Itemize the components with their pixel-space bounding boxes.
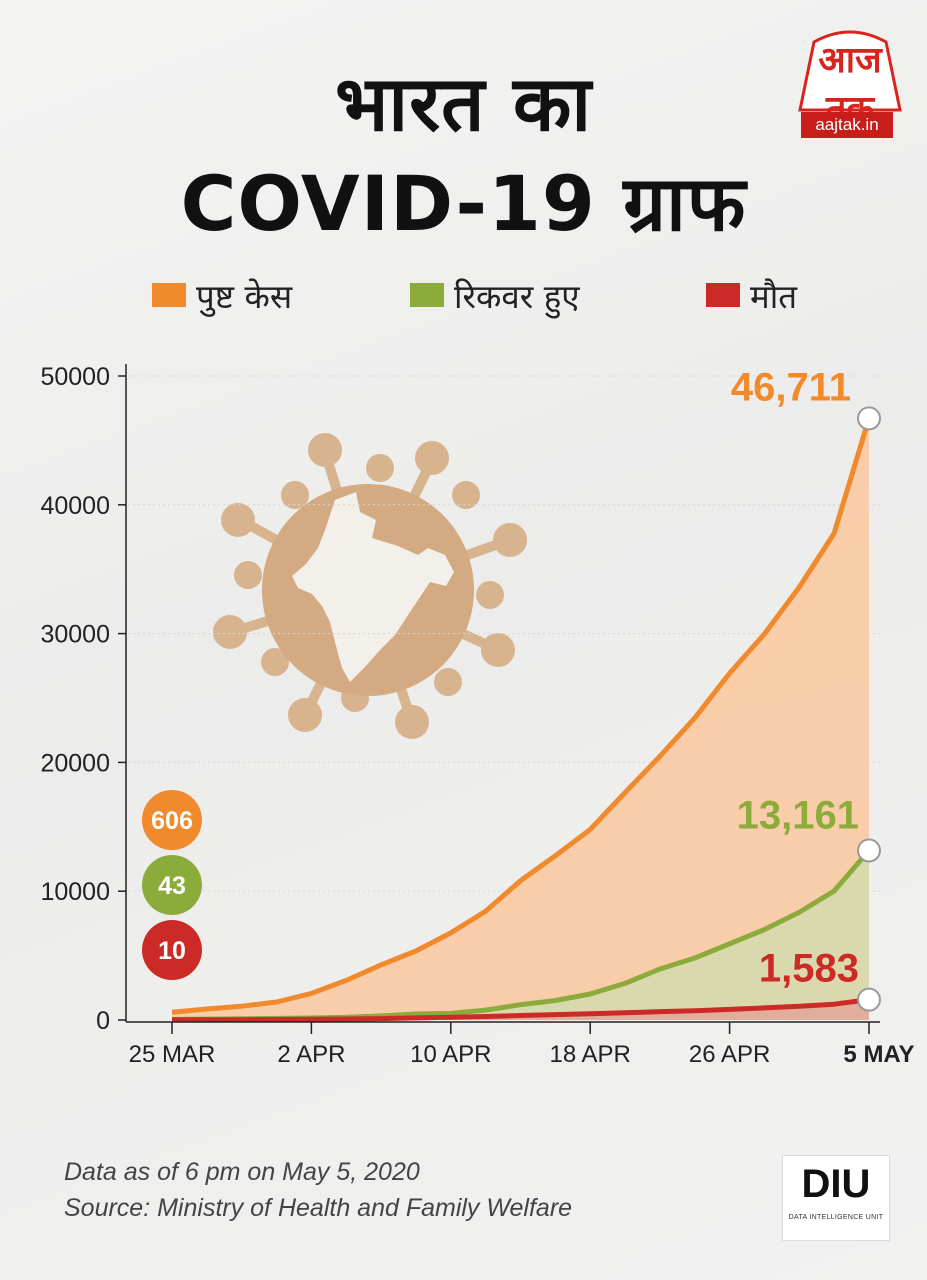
end-value-label: 46,711 <box>731 365 851 409</box>
series-line-0 <box>171 417 872 1015</box>
start-badge-circle <box>142 855 202 915</box>
legend: पुष्ट केस रिकवर हुए मौत <box>0 272 927 318</box>
y-tick-label: 10000 <box>40 878 110 906</box>
legend-swatch-deaths <box>706 283 740 307</box>
x-tick-label: 18 APR <box>550 1041 631 1068</box>
start-value-badges: 606 43 10 <box>142 790 202 980</box>
chart-title-line-2: COVID-19 ग्राफ <box>180 159 747 248</box>
logo-mark-icon <box>798 30 902 112</box>
x-tick-label: 10 APR <box>410 1041 491 1068</box>
end-value-label: 13,161 <box>737 793 859 837</box>
legend-swatch-confirmed <box>152 283 186 307</box>
end-value-markers: 46,711 13,161 1,583 <box>731 365 881 1012</box>
diu-logo-subtitle: DATA INTELLIGENCE UNIT <box>788 1214 884 1221</box>
start-badge-label: 10 <box>158 937 186 965</box>
end-marker <box>857 987 881 1012</box>
india-map-icon <box>292 492 454 682</box>
diu-logo-text: DIU <box>801 1162 871 1206</box>
legend-label-recovered: रिकवर हुए <box>454 276 580 316</box>
legend-item-recovered: रिकवर हुए <box>410 272 580 318</box>
start-badge-label: 43 <box>158 872 186 900</box>
footer-source: Source: Ministry of Health and Family We… <box>64 1194 573 1222</box>
legend-label-confirmed: पुष्ट केस <box>196 276 293 316</box>
diu-logo: DIU DATA INTELLIGENCE UNIT <box>782 1155 890 1241</box>
series-areas <box>172 418 869 1020</box>
x-axis-ticks: 25 MAR 2 APR 10 APR 18 APR 26 APR 5 MAY <box>129 1022 915 1068</box>
y-tick-label: 30000 <box>40 621 110 649</box>
aajtak-logo: आज तक aajtak.in <box>796 30 904 142</box>
chart: 50000 40000 30000 20000 10000 0 25 MAR 2 APR 10… <box>40 363 915 1068</box>
x-tick-label: 25 MAR <box>129 1041 216 1068</box>
start-badge-circle <box>142 790 202 850</box>
start-badge-circle <box>142 920 202 980</box>
y-tick-label: 50000 <box>40 363 110 391</box>
footer-data-note: Data as of 6 pm on May 5, 2020 <box>64 1158 420 1186</box>
x-tick-label: 5 MAY <box>843 1041 914 1068</box>
y-axis-ticks: 50000 40000 30000 20000 10000 0 <box>40 363 126 1035</box>
series-area-1 <box>172 850 869 1020</box>
legend-item-deaths: मौत <box>706 272 797 318</box>
x-tick-label: 26 APR <box>689 1041 770 1068</box>
y-tick-label: 20000 <box>40 749 110 777</box>
y-tick-label: 40000 <box>40 492 110 520</box>
legend-item-confirmed: पुष्ट केस <box>152 272 292 318</box>
logo-url: aajtak.in <box>801 112 893 138</box>
series-lines <box>171 417 872 1023</box>
start-badge-label: 606 <box>151 807 193 835</box>
series-area-0 <box>172 418 869 1020</box>
series-area-2 <box>172 999 869 1020</box>
series-line-2 <box>171 997 870 1023</box>
chart-title-line-1: भारत का <box>334 59 593 148</box>
legend-label-deaths: मौत <box>750 276 798 316</box>
x-tick-label: 2 APR <box>277 1041 345 1068</box>
end-marker <box>857 406 881 431</box>
end-marker <box>857 838 881 863</box>
legend-swatch-recovered <box>410 283 444 307</box>
virus-india-illustration <box>213 433 527 739</box>
end-value-label: 1,583 <box>759 947 859 991</box>
y-tick-label: 0 <box>96 1007 110 1035</box>
